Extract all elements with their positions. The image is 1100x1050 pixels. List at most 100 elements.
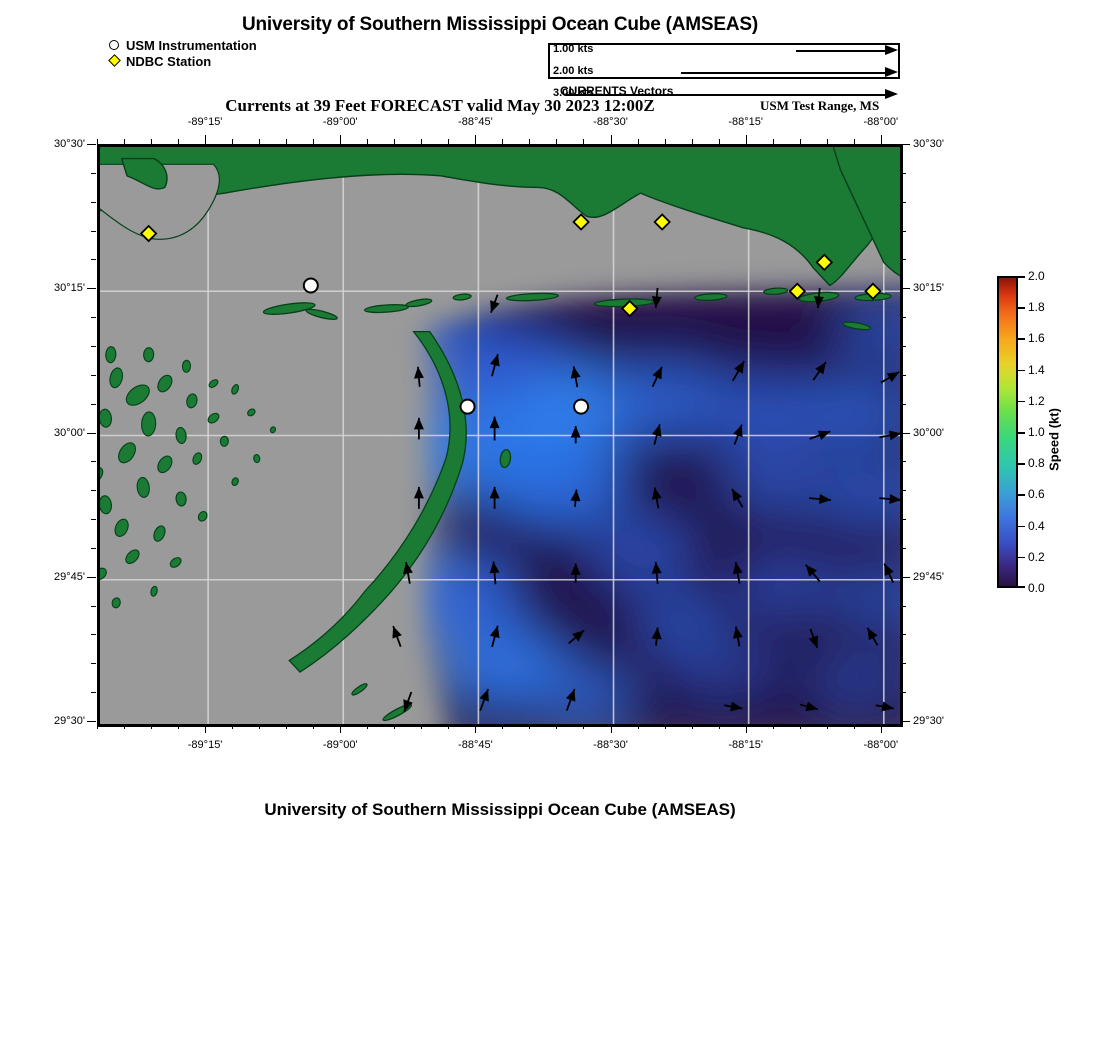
axis-tick: [745, 135, 747, 144]
colorbar-tick: [1018, 369, 1025, 372]
colorbar-tick-label: 0.8: [1028, 456, 1045, 471]
usm-instrumentation-marker: [302, 277, 319, 294]
lat-axis-label: 29°30': [913, 715, 944, 727]
axis-tick: [91, 230, 96, 232]
ndbc-station-marker: [788, 282, 807, 301]
axis-tick: [91, 201, 96, 203]
axis-tick: [87, 144, 96, 145]
legend-item-ndbc-station: NDBC Station: [108, 54, 257, 69]
lon-axis-label: -89°15': [187, 739, 223, 751]
lon-axis-label: -88°15': [728, 116, 763, 128]
axis-tick: [610, 135, 612, 144]
colorbar-tick: [1018, 338, 1025, 340]
legend-item-usm-instrumentation: USM Instrumentation: [108, 38, 257, 53]
lat-axis-label: 30°30': [913, 138, 944, 150]
barrier-island: [842, 321, 872, 331]
colorbar-tick-label: 1.2: [1028, 393, 1045, 408]
axis-tick: [91, 403, 96, 405]
barrier-island: [763, 287, 789, 296]
axis-tick: [87, 432, 96, 434]
land-polygon: [120, 157, 168, 190]
axis-tick: [880, 135, 882, 144]
lat-axis-label: 29°45': [54, 570, 85, 583]
current-vectors: [392, 287, 900, 713]
land-polygon: [832, 147, 900, 277]
lon-axis-label: -89°00': [322, 739, 358, 751]
colorbar-tick-label: 1.4: [1028, 362, 1045, 377]
axis-tick: [91, 605, 96, 607]
axis-tick: [91, 692, 96, 694]
vector-arrow-shaft: [681, 72, 886, 74]
ndbc-station-marker: [864, 282, 882, 301]
ndbc-station-marker: [653, 213, 671, 231]
vector-scale-caption: CURRENTS Vectors: [560, 84, 674, 98]
vector-scale-legend: 1.00 kts 2.00 kts 3.00 kts: [548, 43, 900, 99]
map-frame[interactable]: [97, 144, 903, 727]
axis-tick: [91, 490, 96, 492]
colorbar-tick-label: 0.2: [1028, 549, 1045, 564]
lat-axis-label: 29°45': [913, 570, 944, 583]
station-markers: [139, 213, 882, 415]
legend-item-label: USM Instrumentation: [126, 38, 257, 53]
axis-tick: [91, 259, 96, 261]
axis-tick: [87, 576, 96, 578]
colorbar-tick: [1018, 307, 1025, 309]
vector-scale-label: 1.00 kts: [553, 43, 594, 55]
axis-tick: [87, 288, 96, 290]
barrier-island: [262, 302, 316, 315]
axis-tick: [91, 519, 96, 521]
axis-tick: [91, 374, 96, 376]
colorbar-tick: [1018, 525, 1025, 528]
axis-tick: [87, 721, 96, 722]
lon-axis-label: -88°00': [863, 739, 899, 751]
barrier-island: [305, 308, 338, 320]
barrier-island: [694, 293, 728, 301]
colorbar-tick: [1018, 400, 1025, 403]
lon-axis-label: -88°30': [593, 116, 628, 128]
lon-axis-label: -88°00': [863, 116, 899, 128]
barrier-island: [405, 298, 433, 308]
vector-arrow-head-icon: [885, 89, 898, 99]
colorbar-tick: [1018, 586, 1025, 588]
colorbar-tick: [1018, 556, 1025, 559]
colorbar-tick: [1018, 494, 1025, 496]
map-subtitle: Currents at 39 Feet FORECAST valid May 3…: [225, 96, 655, 115]
lon-axis-label: -88°45': [458, 116, 493, 128]
land-polygon: [100, 147, 900, 287]
axis-tick: [91, 634, 96, 636]
colorbar-tick-label: 1.0: [1028, 425, 1045, 439]
yellow-diamond-icon: [108, 54, 124, 69]
vector-arrow-shaft: [566, 94, 886, 96]
test-range-label: USM Test Range, MS: [760, 98, 880, 113]
ndbc-station-marker: [572, 213, 590, 231]
colorbar-tick-label: 2.0: [1028, 269, 1045, 283]
ndbc-station-marker: [620, 299, 639, 318]
colorbar-title: Speed (kt): [1046, 408, 1062, 471]
colorbar-tick-label: 0.6: [1028, 487, 1045, 502]
map-symbol-legend: USM Instrumentation NDBC Station: [108, 38, 257, 70]
footer-title: University of Southern Mississippi Ocean…: [264, 800, 736, 819]
colorbar-tick-label: 1.8: [1028, 300, 1045, 315]
barrier-island: [351, 683, 368, 696]
lat-axis-label: 30°30': [54, 138, 85, 150]
vector-scale-row: 1.00 kts: [550, 43, 898, 56]
ndbc-station-marker: [815, 253, 834, 272]
lat-axis-label: 29°30': [54, 715, 85, 727]
colorbar-tick-label: 0.0: [1028, 581, 1045, 595]
vector-scale-label: 3.00 kts: [553, 87, 594, 99]
white-circle-icon: [108, 38, 124, 53]
axis-tick: [91, 663, 96, 665]
map-canvas[interactable]: [100, 147, 900, 724]
colorbar-gradient: [997, 276, 1018, 588]
axis-tick: [91, 345, 96, 347]
lat-axis-label: 30°00': [913, 426, 944, 439]
vector-arrow-shaft: [796, 50, 886, 52]
axis-tick: [91, 172, 96, 174]
lat-axis-label: 30°15': [54, 282, 85, 295]
axis-tick: [91, 317, 96, 319]
barrier-island: [505, 292, 560, 302]
lat-axis-label: 30°00': [54, 426, 85, 439]
ndbc-station-marker: [139, 224, 158, 243]
lon-axis-label: -88°15': [728, 739, 763, 751]
axis-tick: [340, 135, 342, 144]
